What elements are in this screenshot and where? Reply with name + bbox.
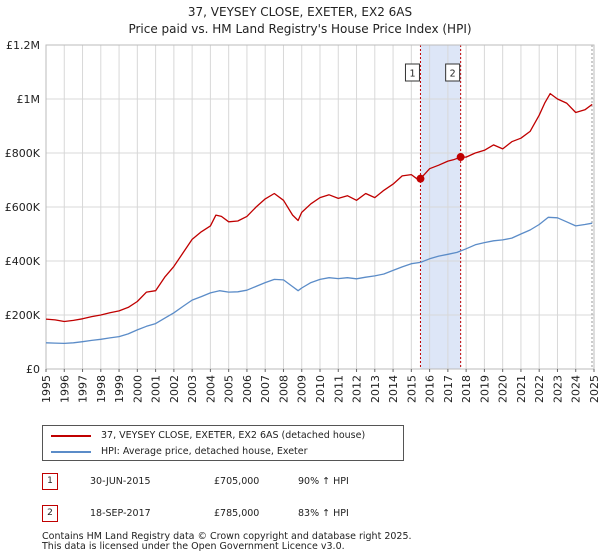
x-tick-label: 1999 — [113, 375, 126, 403]
transaction-badge-label: 2 — [450, 69, 456, 80]
x-tick-label: 2018 — [460, 375, 473, 403]
transaction-row: 2 18-SEP-2017 £785,000 83% ↑ HPI — [42, 504, 562, 524]
transaction-hpi-change: 90% ↑ HPI — [298, 476, 349, 487]
x-tick-label: 2020 — [497, 375, 510, 403]
y-tick-label: £1M — [17, 93, 41, 106]
series-line-hpi — [45, 216, 593, 345]
transaction-badge — [404, 63, 420, 82]
x-tick-label: 2017 — [442, 375, 455, 403]
x-tick-label: 2000 — [131, 375, 144, 403]
transaction-hpi-change: 83% ↑ HPI — [298, 508, 349, 519]
x-tick-label: 2021 — [515, 375, 528, 403]
y-tick-label: £200K — [5, 309, 41, 322]
transaction-marker: 2 — [42, 505, 58, 522]
x-tick-label: 2005 — [223, 375, 236, 403]
x-tick-label: 2002 — [168, 375, 181, 403]
transaction-price: £705,000 — [214, 476, 260, 487]
transaction-marker: 1 — [42, 473, 58, 490]
footer: Contains HM Land Registry data © Crown c… — [42, 532, 592, 552]
x-tick-label: 2013 — [369, 375, 382, 403]
x-tick-label: 2015 — [405, 375, 418, 403]
transaction-date: 18-SEP-2017 — [90, 508, 151, 519]
footer-copyright: Contains HM Land Registry data © Crown c… — [42, 531, 412, 542]
x-tick-label: 2016 — [424, 375, 437, 403]
x-tick-label: 2006 — [241, 375, 254, 403]
y-tick-label: £800K — [5, 147, 41, 160]
transaction-row: 1 30-JUN-2015 £705,000 90% ↑ HPI — [42, 472, 562, 492]
chart-title: 37, VEYSEY CLOSE, EXETER, EX2 6AS — [187, 5, 413, 19]
x-tick-label: 1997 — [77, 375, 90, 403]
chart-subtitle: Price paid vs. HM Land Registry's House … — [128, 22, 472, 36]
x-tick-label: 1996 — [58, 375, 71, 403]
transaction-point — [416, 174, 425, 183]
x-tick-label: 2004 — [204, 375, 217, 403]
x-tick-label: 2024 — [570, 375, 583, 403]
x-tick-label: 2025 — [588, 375, 600, 403]
x-tick-label: 1995 — [40, 375, 53, 403]
x-tick-label: 2010 — [314, 375, 327, 403]
x-tick-label: 2022 — [533, 375, 546, 403]
x-tick-label: 2014 — [387, 375, 400, 403]
transaction-point — [456, 153, 465, 162]
transaction-price: £785,000 — [214, 508, 260, 519]
x-tick-label: 2023 — [551, 375, 564, 403]
x-tick-label: 2019 — [478, 375, 491, 403]
footer-licence: This data is licensed under the Open Gov… — [42, 541, 345, 552]
y-tick-label: £1.2M — [6, 39, 40, 52]
series-line-property — [45, 92, 593, 323]
x-tick-label: 2011 — [332, 375, 345, 403]
chart-title-block: 37, VEYSEY CLOSE, EXETER, EX2 6AS Price … — [0, 4, 600, 38]
legend-label-property: 37, VEYSEY CLOSE, EXETER, EX2 6AS (detac… — [101, 430, 366, 441]
legend-swatch-hpi — [51, 451, 91, 453]
transaction-badge — [445, 63, 461, 82]
x-tick-label: 1998 — [95, 375, 108, 403]
legend-label-hpi: HPI: Average price, detached house, Exet… — [101, 446, 308, 457]
legend-swatch-property — [51, 435, 91, 437]
x-tick-label: 2009 — [296, 375, 309, 403]
y-tick-label: £0 — [26, 363, 40, 376]
x-tick-label: 2007 — [259, 375, 272, 403]
legend: 37, VEYSEY CLOSE, EXETER, EX2 6AS (detac… — [42, 425, 404, 461]
x-tick-label: 2008 — [277, 375, 290, 403]
transaction-badge-label: 1 — [409, 69, 415, 80]
transaction-date: 30-JUN-2015 — [90, 476, 151, 487]
x-tick-label: 2003 — [186, 375, 199, 403]
y-tick-label: £400K — [5, 255, 41, 268]
x-tick-label: 2001 — [150, 375, 163, 403]
x-tick-label: 2012 — [351, 375, 364, 403]
y-tick-label: £600K — [5, 201, 41, 214]
